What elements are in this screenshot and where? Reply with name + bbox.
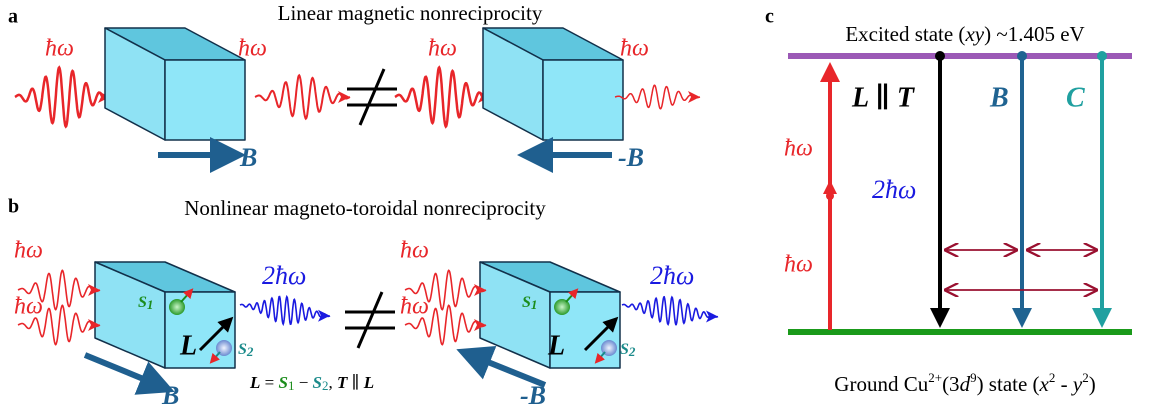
transition-dot [826,192,834,200]
photon-label: ħω [400,294,429,320]
neq [360,69,384,125]
photon-label: ħω [784,252,813,278]
spin-label: S2 [238,341,254,359]
photon-label: ħω [784,136,813,162]
eq-part: T [337,373,348,392]
shg-label: 2ħω [650,261,694,290]
field-label: -B [520,381,546,410]
eq-part: S [313,373,322,392]
equation: L = S1 − S2, T ∥ L [249,373,374,393]
state-part: Ground Cu [834,372,928,396]
wave [622,297,718,325]
eq-part: − [294,373,312,392]
panel-title: Linear magnetic nonreciprocity [278,1,543,25]
figure: a Linear magnetic nonreciprocity ħω ħω ħ… [0,0,1157,411]
field-label: B [161,381,179,410]
transition-label: C [1066,82,1085,113]
spin-label: S1 [522,294,537,312]
transition-label: B [989,82,1009,113]
eq-part: S [278,373,287,392]
photon-label: ħω [620,36,649,62]
state-part: xy [964,22,984,46]
eq-part: L [249,373,260,392]
photon-label: ħω [14,294,43,320]
state-part: ) [1089,372,1096,396]
spin-label: S2 [620,341,636,359]
spin-symbol: S [238,341,247,358]
photon-label: ħω [238,36,267,62]
state-part: (3 [942,372,960,396]
spin-index: 2 [628,344,636,359]
state-part: - [1055,372,1073,396]
spin-symbol: S [138,294,147,311]
wave [395,68,490,127]
spin-index: 1 [147,297,154,312]
state-part: y [1071,372,1083,396]
spin-index: 1 [531,297,538,312]
spin-symbol: S [522,294,531,311]
spin-index: 2 [246,344,254,359]
spin-label: S1 [138,294,153,312]
eq-part: L [363,373,374,392]
wave [615,85,700,109]
panel-label: c [765,6,774,28]
panel-label: a [8,6,18,28]
eq-part: ∥ [347,373,363,392]
toroidal-label: L [547,330,565,361]
wave-head [338,91,350,103]
wave [255,75,350,118]
wave-head [688,91,700,103]
cube-front [165,60,245,140]
state-part: d [960,372,971,396]
photon-label: ħω [45,36,74,62]
neq [358,292,382,348]
state-part: ) state ( [977,372,1040,396]
shg-label: 2ħω [872,175,916,204]
photon-label: ħω [400,238,429,264]
photon-label: ħω [428,36,457,62]
toroidal-label: L [179,330,197,361]
state-part: 2+ [928,370,942,385]
ground-state: Ground Cu2+(3d9) state (x2 - y2) [834,370,1095,396]
field-label: B [239,143,257,172]
excited-state: Excited state (xy) ~1.405 eV [845,22,1084,46]
transition-label: L ∥ T [851,82,916,113]
state-part: ) ~1.405 eV [984,22,1085,46]
shg-label: 2ħω [262,261,306,290]
transition-head [823,180,837,194]
eq-part: = [260,373,278,392]
field-label: -B [618,143,644,172]
cube-front [543,60,623,140]
panel-title: Nonlinear magneto-toroidal nonreciprocit… [184,196,546,220]
spin-symbol: S [620,341,629,358]
wave [15,68,110,127]
photon-label: ħω [14,238,43,264]
state-part: Excited state ( [845,22,965,46]
eq-part: , [329,373,338,392]
wave [240,297,330,325]
panel-label: b [8,196,19,218]
